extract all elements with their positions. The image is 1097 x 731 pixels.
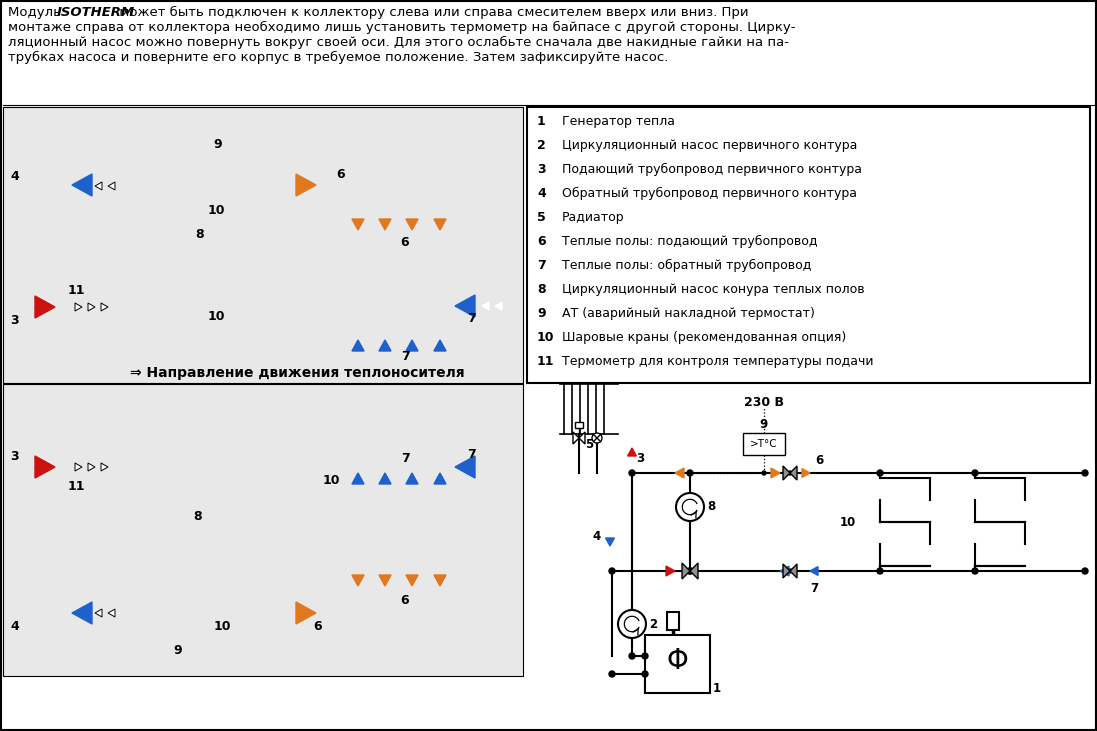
Text: 11: 11 [538, 355, 554, 368]
Text: 10: 10 [207, 205, 225, 218]
Text: 9: 9 [214, 137, 223, 151]
Polygon shape [75, 303, 82, 311]
Polygon shape [296, 174, 316, 196]
Polygon shape [606, 538, 614, 546]
Text: 2: 2 [538, 139, 545, 152]
Text: 10: 10 [538, 331, 554, 344]
Polygon shape [88, 303, 95, 311]
Circle shape [609, 568, 615, 574]
Polygon shape [627, 448, 636, 456]
Polygon shape [495, 302, 502, 310]
Text: 8: 8 [538, 283, 545, 296]
Circle shape [629, 470, 635, 476]
Text: Теплые полы: подающий трубопровод: Теплые полы: подающий трубопровод [562, 235, 817, 248]
Text: 1: 1 [713, 681, 721, 694]
Text: 3: 3 [10, 450, 19, 463]
Polygon shape [378, 219, 391, 230]
Polygon shape [95, 182, 102, 190]
Text: 7: 7 [466, 312, 475, 325]
Polygon shape [573, 432, 579, 444]
Polygon shape [783, 466, 798, 480]
Polygon shape [35, 296, 55, 318]
Circle shape [1082, 470, 1088, 476]
Text: 4: 4 [538, 187, 545, 200]
Text: ляционный насос можно повернуть вокруг своей оси. Для этого ослабьте сначала две: ляционный насос можно повернуть вокруг с… [8, 36, 789, 49]
Text: 6: 6 [538, 235, 545, 248]
Text: 7: 7 [400, 349, 409, 363]
Circle shape [972, 470, 979, 476]
Polygon shape [108, 182, 115, 190]
Text: 9: 9 [173, 645, 182, 657]
Text: 9: 9 [538, 307, 545, 320]
Polygon shape [406, 575, 418, 586]
Text: Генератор тепла: Генератор тепла [562, 115, 675, 128]
Text: 10: 10 [207, 309, 225, 322]
Polygon shape [434, 575, 446, 586]
Polygon shape [95, 609, 102, 617]
Polygon shape [101, 303, 108, 311]
Circle shape [609, 671, 615, 677]
Text: Радиатор: Радиатор [562, 211, 624, 224]
Text: может быть подключен к коллектору слева или справа смесителем вверх или вниз. Пр: может быть подключен к коллектору слева … [115, 6, 748, 19]
Polygon shape [482, 302, 489, 310]
Circle shape [642, 653, 648, 659]
Polygon shape [108, 609, 115, 617]
Circle shape [972, 568, 979, 574]
Text: 6: 6 [815, 455, 823, 468]
Polygon shape [88, 463, 95, 471]
Polygon shape [771, 468, 780, 478]
Text: >T°C: >T°C [750, 439, 778, 449]
Polygon shape [378, 473, 391, 484]
FancyBboxPatch shape [3, 384, 523, 676]
Text: 10: 10 [840, 515, 857, 529]
Polygon shape [95, 609, 102, 617]
Polygon shape [352, 575, 364, 586]
Polygon shape [406, 473, 418, 484]
Text: 7: 7 [538, 259, 545, 272]
Polygon shape [35, 456, 55, 478]
FancyBboxPatch shape [527, 107, 1090, 383]
Circle shape [788, 569, 792, 573]
Text: Теплые полы: обратный трубопровод: Теплые полы: обратный трубопровод [562, 259, 812, 272]
Polygon shape [352, 473, 364, 484]
Polygon shape [296, 602, 316, 624]
FancyBboxPatch shape [645, 635, 710, 693]
Text: 1: 1 [538, 115, 545, 128]
Text: ⇒ Направление движения теплоносителя: ⇒ Направление движения теплоносителя [131, 366, 465, 380]
Text: Циркуляционный насос конура теплых полов: Циркуляционный насос конура теплых полов [562, 283, 864, 296]
Text: АТ (аварийный накладной термостат): АТ (аварийный накладной термостат) [562, 307, 815, 320]
Circle shape [618, 610, 646, 638]
Text: 4: 4 [10, 621, 19, 634]
Text: 6: 6 [314, 621, 323, 634]
Text: 230 В: 230 В [744, 396, 784, 409]
Circle shape [788, 471, 792, 475]
Text: Термометр для контроля температуры подачи: Термометр для контроля температуры подач… [562, 355, 873, 368]
Polygon shape [378, 340, 391, 351]
Text: 5: 5 [585, 437, 593, 450]
Text: Φ: Φ [667, 647, 689, 675]
Polygon shape [434, 340, 446, 351]
FancyBboxPatch shape [743, 433, 785, 455]
Text: 3: 3 [538, 163, 545, 176]
Circle shape [877, 568, 883, 574]
Text: монтаже справа от коллектора необходимо лишь установить термометр на байпасе с д: монтаже справа от коллектора необходимо … [8, 21, 795, 34]
Polygon shape [406, 219, 418, 230]
Polygon shape [72, 174, 92, 196]
Text: 7: 7 [466, 449, 475, 461]
Polygon shape [352, 219, 364, 230]
Text: ISOTHERM: ISOTHERM [57, 6, 135, 19]
Polygon shape [455, 456, 475, 478]
Text: 6: 6 [336, 167, 344, 181]
Polygon shape [434, 219, 446, 230]
FancyBboxPatch shape [3, 107, 523, 383]
Text: 8: 8 [195, 227, 204, 240]
Circle shape [877, 470, 883, 476]
Polygon shape [75, 463, 82, 471]
FancyBboxPatch shape [576, 423, 583, 428]
Text: трубках насоса и поверните его корпус в требуемое положение. Затем зафиксируйте : трубках насоса и поверните его корпус в … [8, 51, 668, 64]
Text: 11: 11 [68, 284, 86, 298]
Circle shape [687, 568, 693, 574]
FancyBboxPatch shape [667, 612, 679, 630]
Text: 5: 5 [538, 211, 545, 224]
